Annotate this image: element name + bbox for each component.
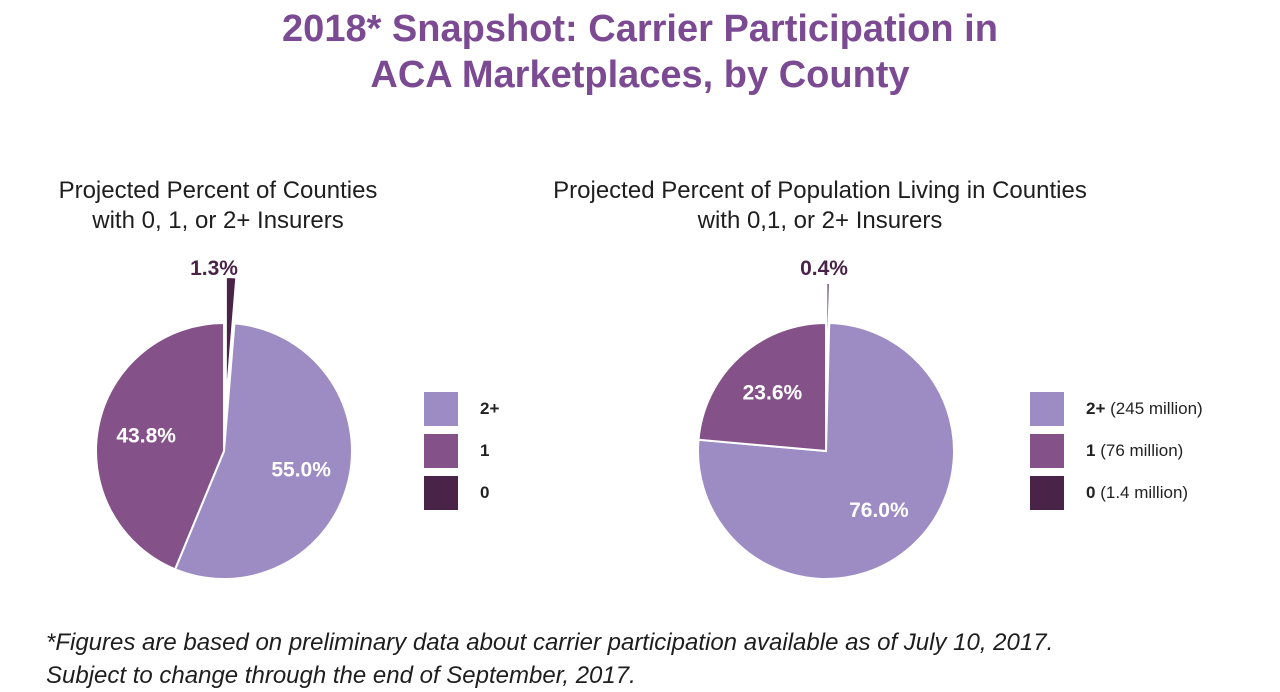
- right-chart-subtitle: Projected Percent of Population Living i…: [500, 176, 1140, 236]
- right-pie-slice-1: [697, 321, 827, 453]
- legend-key-2plus: 2+: [480, 399, 500, 418]
- left-pie-slice-2plus: [173, 322, 353, 580]
- legend-key-2plus: 2+: [1086, 399, 1106, 418]
- legend-swatch-2plus: [424, 392, 458, 426]
- title-line-2: ACA Marketplaces, by County: [370, 54, 910, 96]
- legend-key-1: 1: [480, 441, 490, 460]
- left-chart-legend: 2+ 1 0: [424, 392, 544, 516]
- right-pie-label-2plus: 76.0%: [849, 499, 909, 522]
- legend-key-0: 0: [1086, 483, 1096, 502]
- title-line-1: 2018* Snapshot: Carrier Participation in: [282, 8, 998, 50]
- right-chart-legend: 2+ (245 million) 1 (76 million) 0 (1.4 m…: [1030, 392, 1270, 516]
- footnote-line-1: *Figures are based on preliminary data a…: [46, 629, 1054, 656]
- legend-swatch-1: [1030, 434, 1064, 468]
- footnote-line-2: Subject to change through the end of Sep…: [46, 662, 636, 689]
- left-pie-slice-1: [95, 321, 225, 571]
- legend-swatch-0: [424, 476, 458, 510]
- right-chart-subtitle-line-1: Projected Percent of Population Living i…: [553, 177, 1087, 204]
- right-pie-label-0: 0.4%: [800, 257, 848, 280]
- legend-swatch-0: [1030, 476, 1064, 510]
- legend-detail-1: (76 million): [1100, 441, 1184, 460]
- left-pie-slice-0: [224, 276, 238, 406]
- legend-key-0: 0: [480, 483, 490, 502]
- right-pie-label-1: 23.6%: [743, 381, 803, 404]
- left-chart-subtitle-line-1: Projected Percent of Counties: [58, 177, 378, 204]
- left-chart-subtitle: Projected Percent of Counties with 0, 1,…: [18, 176, 418, 236]
- left-pie-label-2plus: 55.0%: [271, 459, 331, 482]
- legend-detail-2plus: (245 million): [1110, 399, 1203, 418]
- right-pie-slice-0: [825, 282, 831, 412]
- legend-key-1: 1: [1086, 441, 1096, 460]
- legend-swatch-2plus: [1030, 392, 1064, 426]
- right-chart-subtitle-line-2: with 0,1, or 2+ Insurers: [697, 207, 943, 234]
- legend-detail-0: (1.4 million): [1100, 483, 1189, 502]
- legend-swatch-1: [424, 434, 458, 468]
- left-pie-label-0: 1.3%: [190, 257, 238, 280]
- page-title: 2018* Snapshot: Carrier Participation in…: [0, 6, 1280, 98]
- footnote: *Figures are based on preliminary data a…: [46, 626, 1266, 692]
- left-pie-label-1: 43.8%: [116, 425, 176, 448]
- left-chart-subtitle-line-2: with 0, 1, or 2+ Insurers: [92, 207, 344, 234]
